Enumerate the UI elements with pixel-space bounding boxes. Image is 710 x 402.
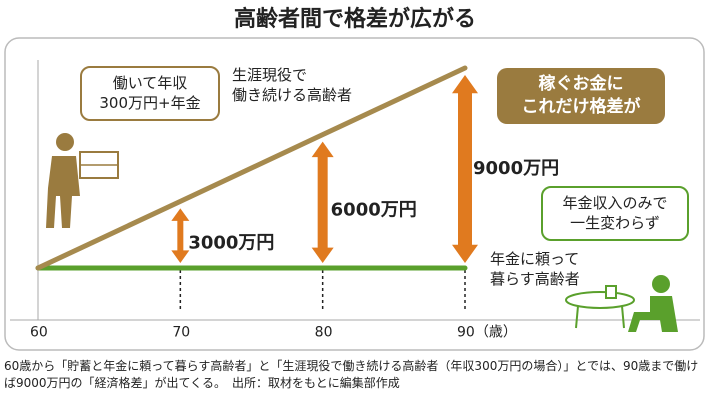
gap-arrow <box>171 208 190 263</box>
annotation-bubble: 働いて年収 300万円+年金 <box>80 66 220 121</box>
gap-arrow <box>452 75 478 263</box>
x-tick-label: 60 <box>30 325 48 341</box>
worker-figure <box>46 133 119 228</box>
gap-label: 3000万円 <box>188 233 274 254</box>
x-tick-label: 90（歳） <box>457 325 517 341</box>
chart-title: 高齢者間で格差が広がる <box>234 6 476 32</box>
frame <box>4 37 705 351</box>
x-tick-label: 70 <box>172 325 190 341</box>
series-label: 生涯現役で 働き続ける高齢者 <box>232 66 353 104</box>
gap-arrow <box>311 141 334 263</box>
gap-label: 9000万円 <box>473 158 559 179</box>
annotation-bubble: 年金収入のみで 一生変わらず <box>541 186 689 241</box>
footnote: 60歳から「貯蓄と年金に頼って暮らす高齢者」と「生涯現役で働き続ける高齢者（年収… <box>4 359 699 391</box>
series-line <box>35 65 468 271</box>
x-tick-label: 80 <box>315 325 333 341</box>
gap-label: 6000万円 <box>331 199 417 220</box>
annotation-bubble: 稼ぐお金に これだけ格差が <box>497 68 665 124</box>
series-label: 年金に頼って 暮らす高齢者 <box>490 250 580 288</box>
pensioner-figure <box>565 275 678 332</box>
